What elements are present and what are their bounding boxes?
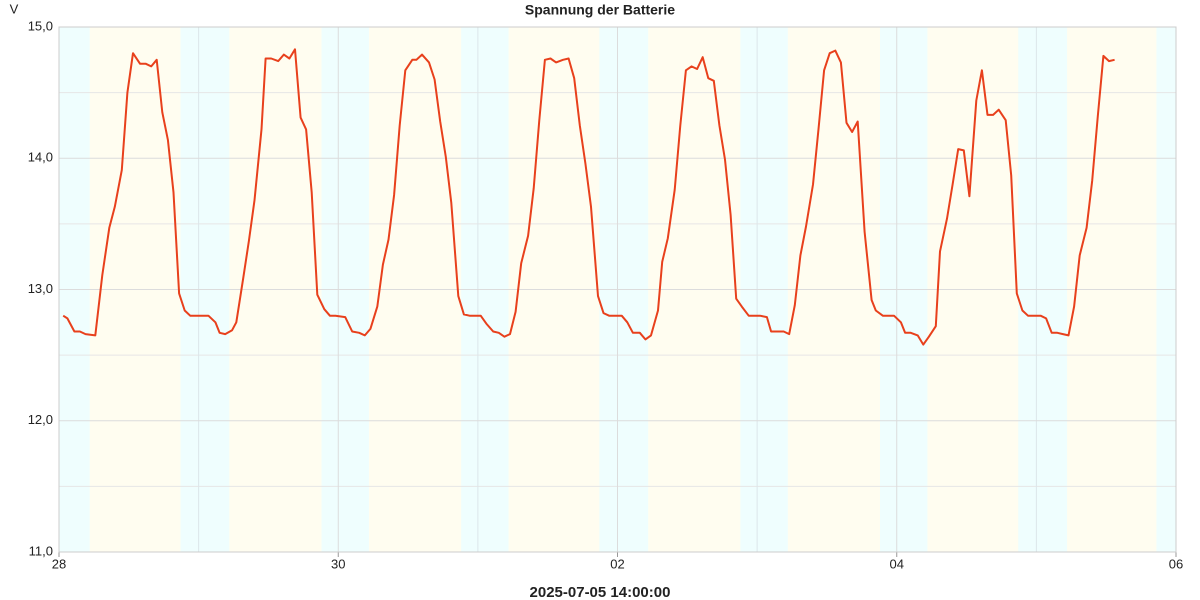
x-tick-label: 28 (52, 556, 66, 571)
y-tick-label: 15,0 (28, 18, 53, 33)
plot-border (58, 26, 1177, 553)
x-tick-label: 06 (1169, 556, 1183, 571)
y-unit: V (10, 1, 19, 16)
timestamp: 2025-07-05 14:00:00 (530, 584, 671, 600)
x-tick-label: 30 (331, 556, 345, 571)
chart-title: Spannung der Batterie (525, 2, 675, 18)
voltage-line (62, 48, 1115, 346)
y-tick-label: 12,0 (28, 412, 53, 427)
y-tick-label: 13,0 (28, 281, 53, 296)
y-tick-label: 14,0 (28, 150, 53, 165)
x-tick-label: 02 (610, 556, 624, 571)
y-tick-label: 11,0 (29, 543, 53, 558)
x-tick-label: 04 (890, 556, 904, 571)
